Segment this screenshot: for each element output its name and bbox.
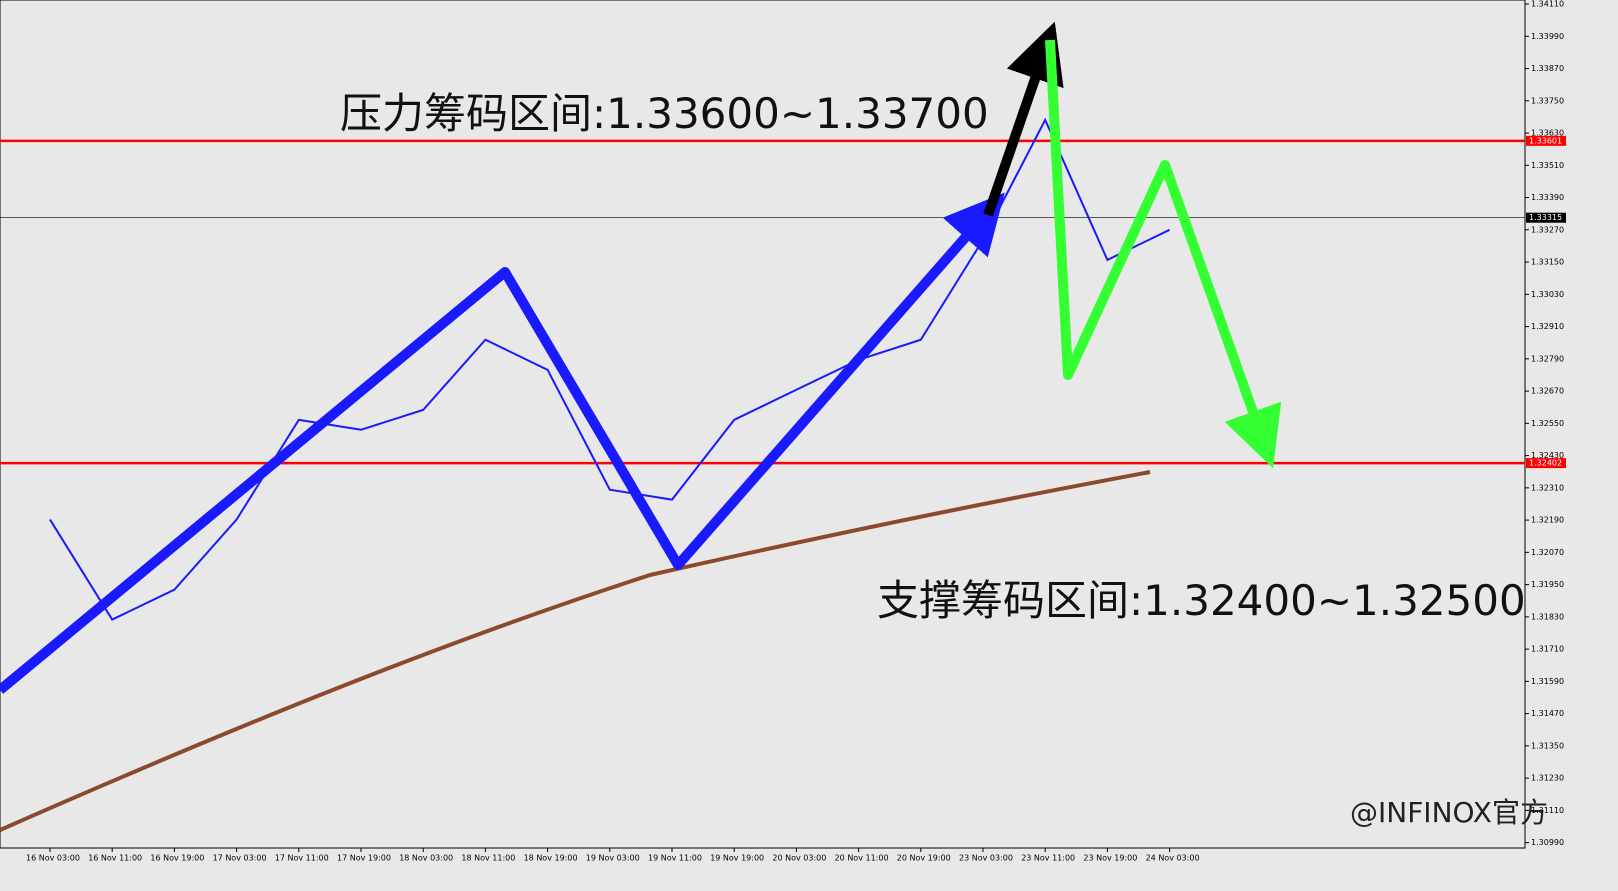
price-tag: [1526, 135, 1566, 146]
price-tag-label: 1.32402: [1529, 459, 1562, 468]
y-tick-label: 1.33150: [1531, 258, 1564, 267]
annotation: 支撑筹码区间:1.32400~1.32500: [877, 576, 1526, 625]
price-tag: [1526, 458, 1566, 469]
annotation: 压力筹码区间:1.33600~1.33700: [340, 89, 989, 138]
x-tick-label: 23 Nov 19:00: [1083, 854, 1137, 863]
y-tick-label: 1.33390: [1531, 193, 1564, 202]
x-tick-label: 16 Nov 11:00: [88, 854, 142, 863]
x-tick-label: 18 Nov 19:00: [524, 854, 578, 863]
x-tick-label: 19 Nov 11:00: [648, 854, 702, 863]
y-tick-label: 1.34110: [1531, 0, 1564, 9]
x-tick-label: 19 Nov 19:00: [710, 854, 764, 863]
x-tick-label: 18 Nov 11:00: [461, 854, 515, 863]
trend-arrow: [0, 192, 1005, 694]
watermark: @INFINOX官方: [1350, 796, 1548, 829]
y-tick-label: 1.32070: [1531, 548, 1564, 557]
y-tick-label: 1.31470: [1531, 709, 1564, 718]
y-tick-label: 1.33270: [1531, 225, 1564, 234]
x-tick-label: 18 Nov 03:00: [399, 854, 453, 863]
y-tick-label: 1.31830: [1531, 612, 1564, 621]
y-tick-label: 1.31230: [1531, 774, 1564, 783]
y-tick-label: 1.33030: [1531, 290, 1564, 299]
moving-average: [0, 470, 1151, 832]
y-tick-label: 1.32550: [1531, 419, 1564, 428]
y-tick-label: 1.30990: [1531, 838, 1564, 847]
y-tick-label: 1.31950: [1531, 580, 1564, 589]
y-tick-label: 1.33870: [1531, 64, 1564, 73]
y-tick-label: 1.33750: [1531, 96, 1564, 105]
y-tick-label: 1.31590: [1531, 677, 1564, 686]
x-tick-label: 24 Nov 03:00: [1146, 854, 1200, 863]
x-tick-label: 17 Nov 11:00: [275, 854, 329, 863]
price-tag-label: 1.33315: [1529, 213, 1562, 222]
x-tick-label: 16 Nov 19:00: [150, 854, 204, 863]
x-tick-label: 17 Nov 03:00: [213, 854, 267, 863]
y-tick-label: 1.31110: [1531, 806, 1564, 815]
x-tick-label: 19 Nov 03:00: [586, 854, 640, 863]
trend-arrow: [983, 21, 1064, 217]
y-tick-label: 1.31710: [1531, 645, 1564, 654]
y-tick-label: 1.32310: [1531, 483, 1564, 492]
y-tick-label: 1.32670: [1531, 387, 1564, 396]
y-tick-label: 1.33630: [1531, 129, 1564, 138]
x-tick-label: 23 Nov 11:00: [1021, 854, 1075, 863]
x-tick-label: 20 Nov 19:00: [897, 854, 951, 863]
price-tag-label: 1.33601: [1529, 136, 1562, 145]
x-tick-label: 20 Nov 03:00: [772, 854, 826, 863]
x-tick-label: 20 Nov 11:00: [835, 854, 889, 863]
y-tick-label: 1.32910: [1531, 322, 1564, 331]
x-tick-label: 17 Nov 19:00: [337, 854, 391, 863]
x-tick-label: 23 Nov 03:00: [959, 854, 1013, 863]
y-tick-label: 1.32430: [1531, 451, 1564, 460]
trend-arrow: [1045, 39, 1282, 469]
x-tick-label: 16 Nov 03:00: [26, 854, 80, 863]
price-tag: [1526, 212, 1566, 223]
y-tick-label: 1.32190: [1531, 516, 1564, 525]
y-tick-label: 1.32790: [1531, 354, 1564, 363]
y-tick-label: 1.31350: [1531, 741, 1564, 750]
y-tick-label: 1.33990: [1531, 32, 1564, 41]
y-tick-label: 1.33510: [1531, 161, 1564, 170]
